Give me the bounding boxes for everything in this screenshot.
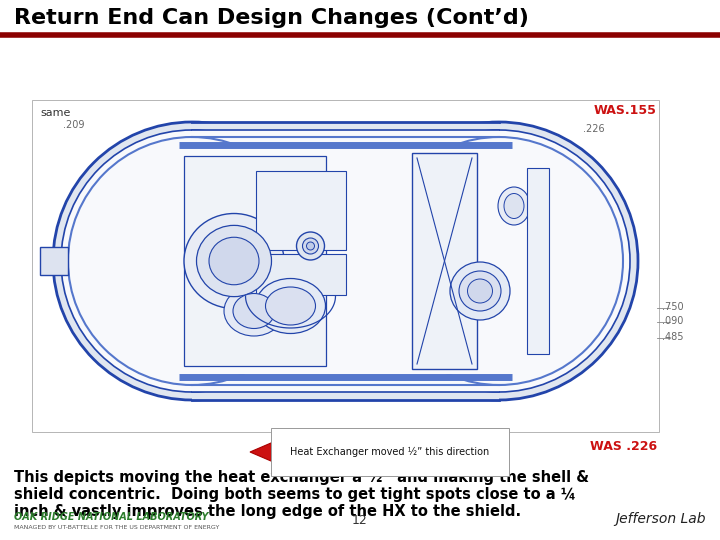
Text: .090: .090 — [662, 316, 683, 327]
Ellipse shape — [184, 213, 284, 308]
FancyArrow shape — [250, 434, 460, 470]
Text: .750: .750 — [662, 302, 683, 313]
Text: same: same — [40, 108, 71, 118]
Text: OAK RIDGE NATIONAL LABORATORY: OAK RIDGE NATIONAL LABORATORY — [14, 512, 208, 522]
Ellipse shape — [61, 130, 323, 392]
Ellipse shape — [368, 130, 630, 392]
Bar — [179, 148, 512, 374]
Ellipse shape — [256, 279, 325, 334]
Ellipse shape — [224, 286, 284, 336]
Bar — [184, 156, 325, 366]
Text: WAS .226: WAS .226 — [590, 440, 657, 453]
Bar — [527, 168, 549, 354]
Ellipse shape — [53, 122, 331, 400]
Text: .226: .226 — [583, 124, 605, 134]
Ellipse shape — [266, 287, 315, 325]
Ellipse shape — [450, 262, 510, 320]
Text: .485: .485 — [662, 333, 683, 342]
Ellipse shape — [467, 279, 492, 303]
Bar — [192, 137, 499, 385]
Ellipse shape — [297, 232, 325, 260]
Text: Heat Exchanger moved ½” this direction: Heat Exchanger moved ½” this direction — [290, 447, 490, 457]
Text: MANAGED BY UT-BATTELLE FOR THE US DEPARTMENT OF ENERGY: MANAGED BY UT-BATTELLE FOR THE US DEPART… — [14, 525, 220, 530]
Bar — [256, 254, 346, 295]
Text: WAS.155: WAS.155 — [594, 104, 657, 117]
Bar — [40, 247, 68, 275]
Ellipse shape — [209, 237, 259, 285]
Ellipse shape — [302, 238, 318, 254]
Text: 12: 12 — [352, 514, 368, 527]
Ellipse shape — [307, 242, 315, 250]
Text: Jefferson Lab: Jefferson Lab — [616, 512, 706, 526]
Ellipse shape — [498, 187, 530, 225]
Bar — [256, 171, 346, 249]
Text: This depicts moving the heat exchanger a ½” and making the shell &: This depicts moving the heat exchanger a… — [14, 470, 589, 485]
Text: Return End Can Design Changes (Cont’d): Return End Can Design Changes (Cont’d) — [14, 8, 529, 28]
Text: .209: .209 — [63, 120, 85, 130]
Bar — [412, 153, 477, 369]
Bar — [32, 100, 659, 432]
Ellipse shape — [459, 271, 501, 311]
Text: inch & vastly improves the long edge of the HX to the shield.: inch & vastly improves the long edge of … — [14, 504, 521, 519]
Text: shield concentric.  Doing both seems to get tight spots close to a ¼: shield concentric. Doing both seems to g… — [14, 487, 576, 502]
Ellipse shape — [197, 225, 271, 296]
Ellipse shape — [360, 122, 638, 400]
Bar — [192, 130, 499, 392]
Ellipse shape — [233, 294, 275, 328]
Ellipse shape — [504, 193, 524, 219]
Bar — [192, 122, 499, 400]
